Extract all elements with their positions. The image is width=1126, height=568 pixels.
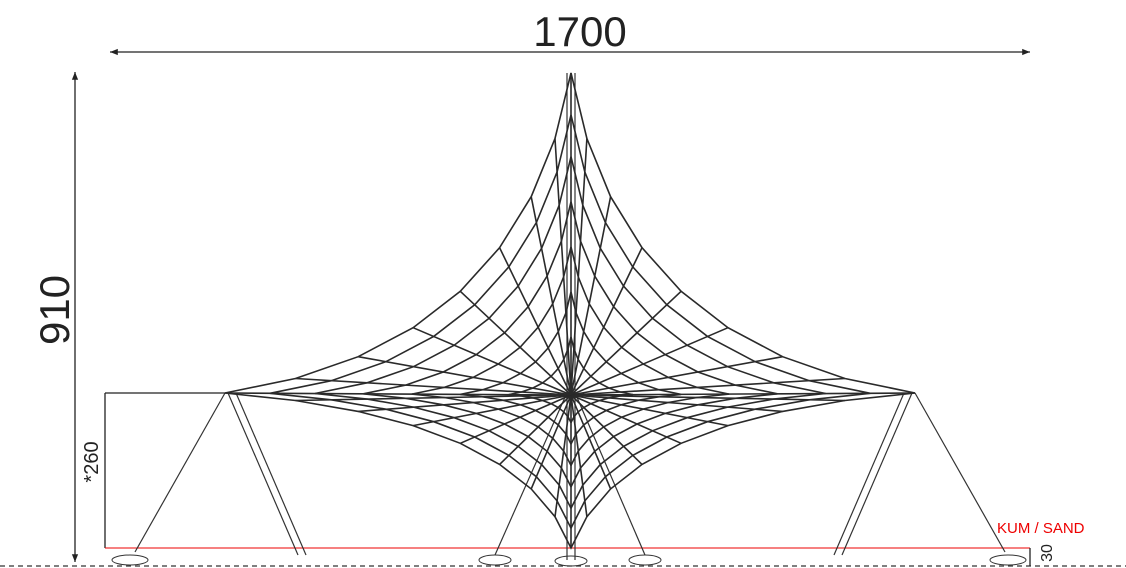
anchor bbox=[555, 556, 587, 566]
net-rope bbox=[500, 395, 571, 464]
leg bbox=[842, 393, 912, 555]
net-rope bbox=[571, 395, 642, 464]
net-rope bbox=[225, 73, 915, 548]
poles bbox=[112, 73, 1026, 566]
net-rope bbox=[571, 395, 728, 426]
leg bbox=[236, 393, 306, 555]
drawing: 1700 910 *260 KUM / SAND 30 bbox=[0, 0, 1126, 568]
net bbox=[225, 73, 915, 548]
sand-label: KUM / SAND bbox=[997, 520, 1085, 537]
net-rope bbox=[571, 379, 845, 396]
anchor bbox=[629, 555, 661, 565]
height-label: 910 bbox=[31, 275, 78, 345]
net-rope bbox=[413, 395, 571, 426]
leg bbox=[228, 393, 298, 555]
leg bbox=[834, 393, 904, 555]
anchor bbox=[112, 555, 148, 565]
net-rope bbox=[571, 248, 642, 395]
net-rope bbox=[571, 328, 728, 395]
net-rope bbox=[413, 328, 571, 395]
net-rope bbox=[460, 291, 571, 395]
page: {"dimensions": {"width": "1700", "height… bbox=[0, 0, 1126, 568]
leg bbox=[915, 393, 1005, 552]
depth-label: 30 bbox=[1039, 544, 1056, 562]
net-rope bbox=[500, 248, 571, 395]
anchor bbox=[479, 555, 511, 565]
net-rope bbox=[571, 291, 681, 395]
leg bbox=[576, 395, 645, 555]
leg bbox=[495, 395, 566, 555]
width-label: 1700 bbox=[533, 8, 626, 55]
net-rope bbox=[270, 115, 870, 528]
anchor bbox=[990, 555, 1026, 565]
corner-height-label: *260 bbox=[81, 441, 103, 482]
leg bbox=[135, 393, 225, 552]
